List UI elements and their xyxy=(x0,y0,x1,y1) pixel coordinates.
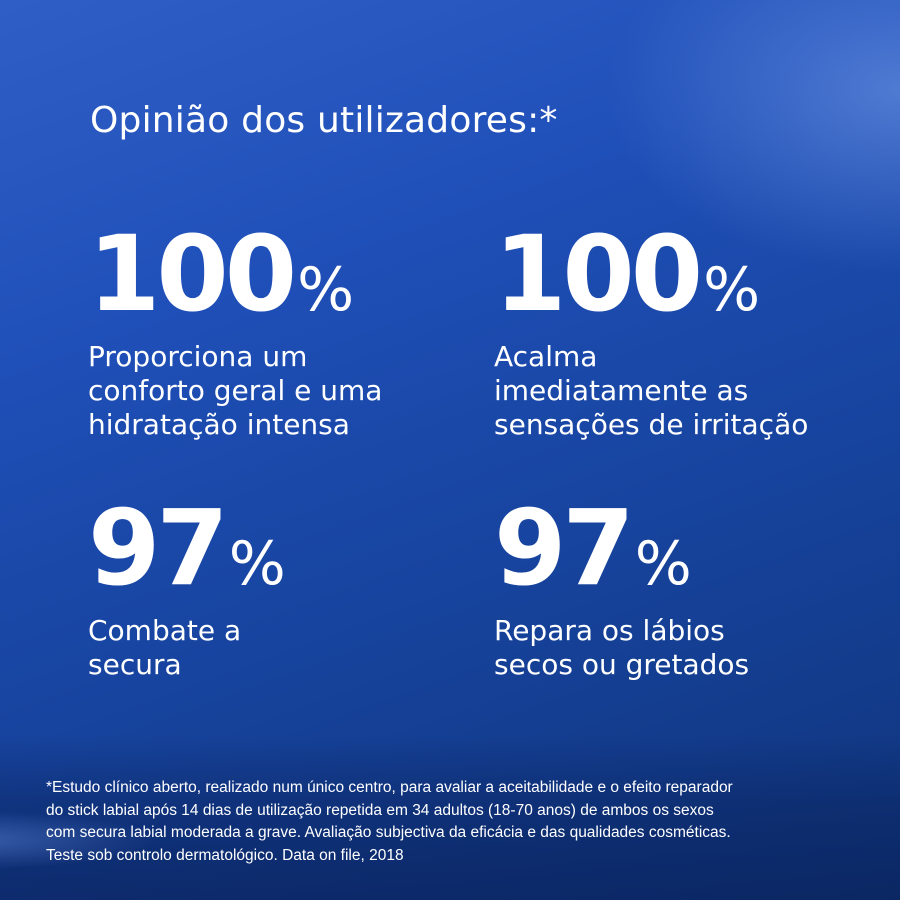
percent-sign: % xyxy=(297,255,355,325)
stat-label-line: Acalma xyxy=(494,340,598,373)
stat-label-line: Repara os lábios xyxy=(494,614,725,647)
stat-block-soothing: 100 % Acalma imediatamente as sensações … xyxy=(494,222,808,442)
percent-sign: % xyxy=(228,529,286,599)
stat-label-line: secos ou gretados xyxy=(494,648,750,681)
light-glow xyxy=(0,810,160,870)
stat-value: 97 % xyxy=(494,496,749,600)
stat-value: 100 % xyxy=(494,222,808,326)
stat-label: Acalma imediatamente as sensações de irr… xyxy=(494,340,808,442)
stat-label-line: Proporciona um xyxy=(88,340,308,373)
stat-number: 100 xyxy=(88,213,297,335)
percent-sign: % xyxy=(703,255,761,325)
footnote-line: do stick labial após 14 dias de utilizaç… xyxy=(46,801,714,819)
percent-sign: % xyxy=(634,529,692,599)
stat-block-repair: 97 % Repara os lábios secos ou gretados xyxy=(494,496,749,682)
stat-label-line: imediatamente as xyxy=(494,374,749,407)
stat-label-line: sensações de irritação xyxy=(494,408,809,441)
stat-label-line: hidratação intensa xyxy=(88,408,350,441)
stat-label-line: secura xyxy=(88,648,182,681)
footnote-line: com secura labial moderada a grave. Aval… xyxy=(46,824,731,841)
stat-value: 100 % xyxy=(88,222,382,326)
stat-block-comfort: 100 % Proporciona um conforto geral e um… xyxy=(88,222,382,442)
footnote-line: *Estudo clínico aberto, realizado num ún… xyxy=(46,779,733,796)
stat-block-dryness: 97 % Combate a secura xyxy=(88,496,286,682)
stat-label-line: conforto geral e uma xyxy=(88,374,383,407)
stat-value: 97 % xyxy=(88,496,286,600)
stat-label-line: Combate a xyxy=(88,614,242,647)
stat-label: Proporciona um conforto geral e uma hidr… xyxy=(88,340,382,442)
stat-label: Combate a secura xyxy=(88,614,286,682)
stat-number: 97 xyxy=(88,487,229,609)
page-title: Opinião dos utilizadores:* xyxy=(90,100,558,141)
stat-label: Repara os lábios secos ou gretados xyxy=(494,614,749,682)
stat-number: 100 xyxy=(494,213,703,335)
footnote-line: Teste sob controlo dermatológico. Data o… xyxy=(46,846,404,864)
stat-number: 97 xyxy=(494,487,635,609)
footnote: *Estudo clínico aberto, realizado num ún… xyxy=(46,777,866,867)
